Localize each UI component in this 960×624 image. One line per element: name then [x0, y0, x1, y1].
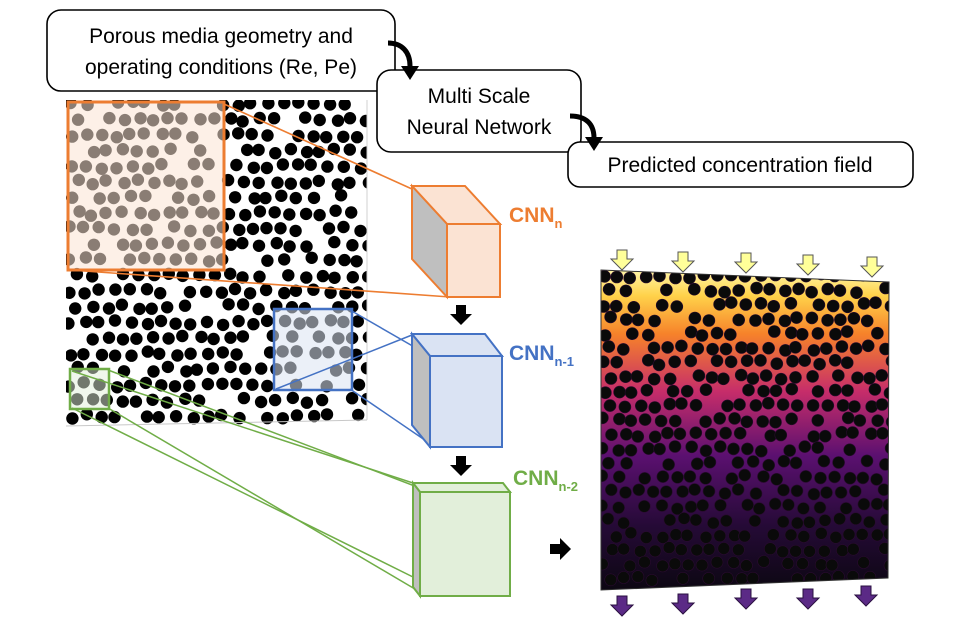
- cnn-n-block: [409, 183, 503, 300]
- arrow-right-icon: [550, 538, 571, 560]
- arrow-down-icon: [450, 305, 472, 325]
- outlet-arrow-icon: [609, 595, 635, 617]
- inlet-arrows: [609, 249, 885, 278]
- input-box: Porous media geometry and operating cond…: [46, 9, 396, 92]
- inlet-arrow-icon: [859, 256, 885, 278]
- cnn-n-2-label: CNNn-2: [513, 467, 578, 494]
- cnn-n-label: CNNn: [509, 204, 563, 231]
- cnn-n-2-window: [68, 367, 421, 593]
- inlet-arrow-icon: [795, 254, 821, 276]
- inlet-arrow-icon: [733, 252, 759, 274]
- cnn-n-window: [66, 100, 451, 298]
- input-box-line1: Porous media geometry and: [89, 25, 353, 48]
- cnn-n-1-block: [409, 331, 505, 450]
- cnn-n-1-label: CNNn-1: [509, 342, 574, 369]
- network-box-line2: Neural Network: [407, 116, 552, 139]
- curved-arrow-icon: [569, 113, 603, 151]
- inlet-arrow-icon: [670, 251, 696, 273]
- cnn-n-1-window: [272, 307, 436, 448]
- arrow-down-icon: [450, 456, 472, 476]
- output-box-text: Predicted concentration field: [608, 154, 873, 177]
- input-box-line2: operating conditions (Re, Pe): [85, 56, 357, 79]
- curved-arrow-icon: [387, 40, 419, 80]
- outlet-arrow-icon: [853, 585, 879, 607]
- outlet-arrow-icon: [795, 588, 821, 610]
- outlet-arrow-icon: [733, 588, 759, 610]
- concentration-field-image: [600, 269, 890, 591]
- outlet-arrow-icon: [670, 593, 696, 615]
- output-box: Predicted concentration field: [567, 141, 914, 188]
- network-box: Multi Scale Neural Network: [376, 69, 582, 153]
- network-box-line1: Multi Scale: [428, 85, 531, 108]
- inlet-arrow-icon: [609, 249, 635, 271]
- outlet-arrows: [609, 585, 879, 617]
- cnn-n-2-block: [410, 480, 513, 599]
